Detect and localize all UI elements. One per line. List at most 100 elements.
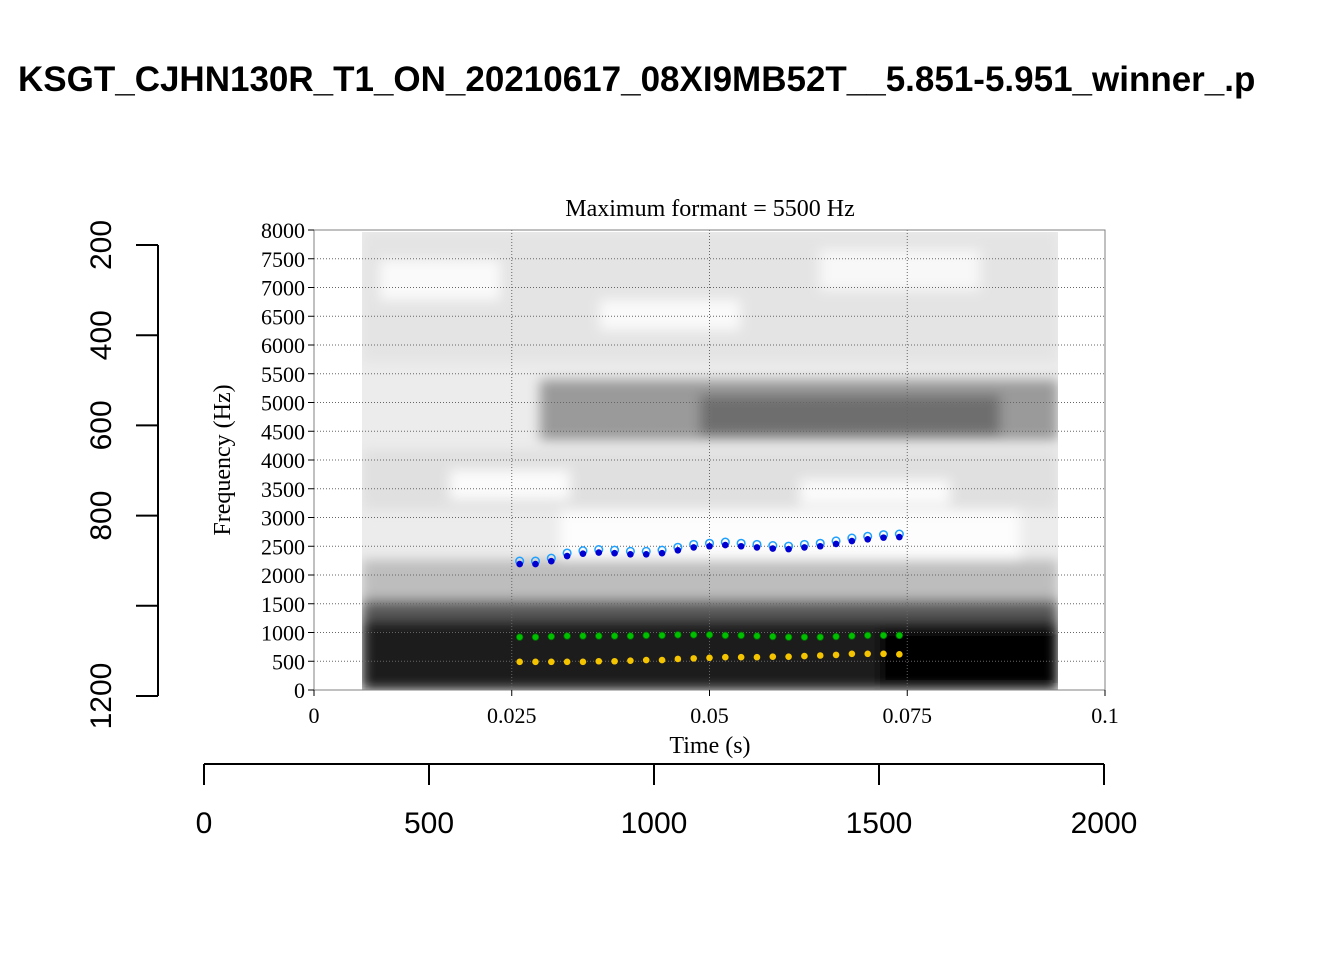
outer-left-tick-label: 600	[85, 400, 118, 450]
y-tick-label: 4000	[261, 448, 305, 473]
x-tick-label: 0.05	[690, 703, 729, 728]
point-f1	[579, 658, 587, 666]
point-f3	[658, 549, 666, 557]
point-f3	[642, 551, 650, 558]
point-f2	[879, 631, 888, 640]
point-f1	[642, 656, 650, 664]
point-f3	[674, 546, 682, 554]
point-f2	[832, 632, 840, 641]
point-f3	[690, 544, 697, 551]
y-tick-label: 2000	[261, 563, 305, 588]
point-f2	[610, 632, 619, 640]
point-f2	[753, 632, 761, 640]
y-tick-label: 6500	[261, 304, 305, 329]
outer-bottom-axis: 0 500 1000 1500 2000	[196, 763, 1138, 840]
point-f3	[579, 550, 587, 558]
y-tick-label: 7500	[261, 247, 305, 272]
point-f1	[896, 651, 903, 658]
point-f1	[548, 658, 555, 666]
y-tick-label: 3000	[261, 506, 305, 531]
point-f3	[816, 542, 824, 550]
point-f3	[563, 552, 571, 560]
y-tick-label: 500	[272, 649, 305, 674]
point-f3	[848, 537, 856, 545]
y-tick-label: 1000	[261, 621, 305, 646]
point-f2	[784, 633, 793, 641]
y-tick-label: 5000	[261, 391, 305, 416]
point-f1	[595, 657, 603, 665]
point-f1	[674, 655, 682, 663]
point-f2	[800, 633, 809, 641]
point-f2	[658, 631, 666, 640]
y-tick-label: 0	[294, 678, 305, 703]
point-f1	[563, 658, 571, 666]
point-f1	[737, 653, 745, 661]
outer-bottom-tick-label: 2000	[1071, 807, 1138, 840]
point-f3	[722, 541, 729, 549]
outer-bottom-tick-label: 1500	[846, 807, 913, 840]
point-f3	[880, 534, 887, 541]
x-tick-label: 0.025	[487, 703, 537, 728]
y-tick-label: 5500	[261, 362, 305, 387]
point-f1	[690, 655, 697, 662]
point-f3	[832, 540, 840, 548]
point-f1	[864, 650, 871, 658]
outer-bottom-tick-label: 1000	[621, 807, 688, 840]
y-tick-label: 8000	[261, 218, 305, 243]
point-f3	[532, 560, 539, 568]
point-f2	[848, 632, 856, 640]
point-f1	[706, 654, 713, 662]
point-f1	[722, 653, 729, 661]
point-f1	[627, 657, 634, 664]
y-tick-label: 2500	[261, 534, 305, 559]
point-f3	[753, 544, 761, 551]
point-f2	[769, 632, 777, 641]
chart-title: KSGT_CJHN130R_T1_ON_20210617_08XI9MB52T_…	[18, 60, 1255, 99]
x-tick-label: 0	[309, 703, 320, 728]
point-f1	[880, 650, 887, 658]
point-f1	[801, 652, 808, 660]
point-f2	[547, 632, 555, 641]
point-f2	[864, 631, 872, 640]
point-f2	[705, 631, 714, 639]
x-tick-label: 0.1	[1091, 703, 1119, 728]
point-f2	[626, 632, 635, 640]
point-f2	[689, 631, 698, 639]
point-f2	[895, 631, 904, 640]
point-f3	[611, 549, 618, 557]
formant-points	[515, 529, 904, 666]
point-f2	[816, 633, 824, 641]
point-f1	[832, 651, 840, 659]
point-f3	[737, 542, 745, 550]
point-f2	[642, 631, 650, 640]
point-f2	[579, 632, 587, 640]
point-f3	[769, 545, 777, 552]
y-tick-label: 7000	[261, 276, 305, 301]
point-f1	[848, 650, 856, 658]
point-f3	[706, 542, 713, 550]
outer-left-tick-label: 800	[85, 491, 118, 541]
point-f3	[896, 533, 903, 541]
outer-left-tick-label: 1200	[85, 663, 118, 730]
point-f2	[515, 633, 524, 641]
y-tick-label: 6000	[261, 333, 305, 358]
point-f3	[801, 544, 808, 551]
point-f1	[658, 656, 666, 664]
point-f3	[595, 549, 603, 556]
point-f2	[721, 631, 730, 640]
point-f1	[516, 658, 523, 666]
x-axis: 0 0.025 0.05 0.075 0.1	[309, 690, 1119, 728]
outer-left-tick-label: 200	[85, 220, 118, 270]
point-f2	[531, 633, 540, 641]
point-f3	[864, 536, 871, 543]
y-tick-label: 3500	[261, 477, 305, 502]
point-f2	[595, 632, 603, 640]
point-f3	[785, 545, 792, 553]
point-f2	[674, 631, 682, 639]
point-f3	[548, 557, 555, 565]
point-f2	[737, 631, 745, 640]
point-f1	[769, 653, 777, 660]
y-tick-label: 4500	[261, 419, 305, 444]
x-tick-label: 0.075	[883, 703, 933, 728]
